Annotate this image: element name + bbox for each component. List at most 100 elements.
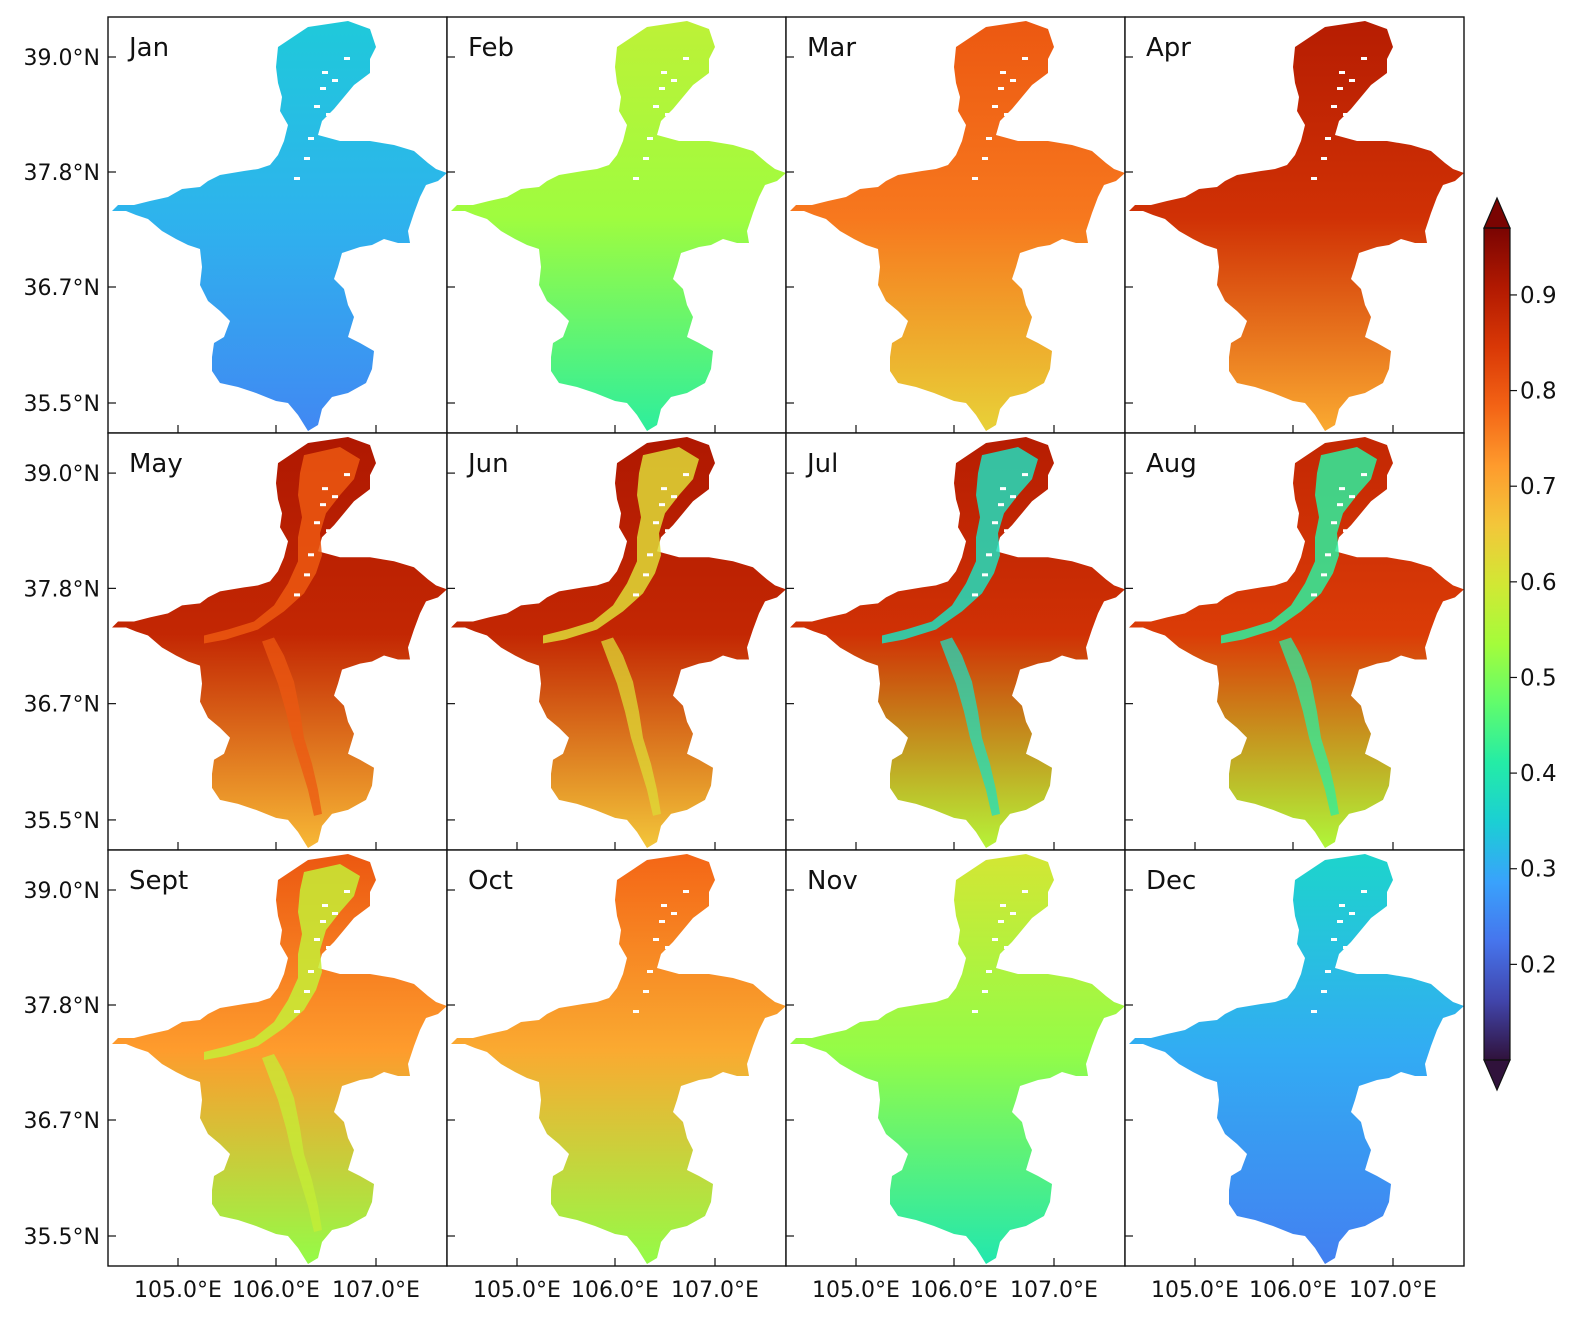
nodata-speck: [1337, 503, 1343, 507]
nodata-speck: [1353, 127, 1359, 130]
nodata-speck: [998, 503, 1004, 507]
nodata-speck: [671, 79, 677, 82]
lon-tick-label: 105.0°E: [134, 1278, 222, 1303]
colorbar-tick-label: 0.8: [1520, 379, 1557, 405]
nodata-speck: [1353, 543, 1359, 547]
nodata-speck: [320, 87, 326, 90]
nodata-speck: [1311, 177, 1317, 180]
nodata-speck: [653, 521, 659, 525]
nodata-speck: [1022, 57, 1028, 60]
region-raster: [451, 21, 786, 431]
nodata-speck: [1349, 495, 1355, 499]
nodata-speck: [336, 543, 342, 547]
lon-tick-label: 106.0°E: [910, 1278, 998, 1303]
irrigated-valley: [543, 447, 699, 644]
nodata-speck: [332, 495, 338, 499]
river-corridor: [1279, 637, 1339, 816]
month-label-sept: Sept: [129, 866, 188, 896]
map-panel-sept: Sept: [107, 849, 448, 1267]
irrigated-valley: [204, 864, 360, 1060]
colorbar-tick-label: 0.7: [1520, 474, 1557, 500]
nodata-speck: [332, 912, 338, 915]
nodata-speck: [683, 890, 689, 893]
lat-tick-label: 35.5°N: [24, 809, 100, 834]
nodata-speck: [322, 71, 328, 74]
map-panel-nov: Nov: [785, 849, 1126, 1267]
river-corridor: [601, 637, 661, 816]
colorbar-tick-label: 0.5: [1520, 665, 1557, 691]
river-corridor: [262, 1054, 322, 1232]
colorbar-gradient: [1484, 228, 1510, 1060]
nodata-speck: [1325, 970, 1331, 973]
lon-tick-label: 107.0°E: [1010, 1278, 1098, 1303]
nodata-speck: [986, 137, 992, 140]
nodata-speck: [336, 960, 342, 963]
nodata-speck: [661, 904, 667, 907]
nodata-speck: [1353, 960, 1359, 963]
nodata-speck: [1321, 990, 1327, 993]
lon-tick-label: 106.0°E: [571, 1278, 659, 1303]
map-panel-aug: Aug: [1124, 432, 1465, 851]
nodata-speck: [1311, 1010, 1317, 1013]
colorbar-border: [1483, 227, 1511, 1061]
irrigated-valley: [1221, 447, 1377, 644]
nodata-speck: [683, 57, 689, 60]
nodata-speck: [671, 495, 677, 499]
lon-tick-label: 105.0°E: [473, 1278, 561, 1303]
nodata-speck: [326, 946, 332, 949]
map-panel-apr: Apr: [1124, 16, 1465, 434]
nodata-speck: [1321, 157, 1327, 160]
nodata-speck: [1361, 57, 1367, 60]
nodata-speck: [986, 970, 992, 973]
month-label-jun: Jun: [466, 449, 509, 479]
nodata-speck: [344, 473, 350, 477]
map-panel-oct: Oct: [446, 849, 787, 1267]
map-panel-dec: Dec: [1124, 849, 1465, 1267]
nodata-speck: [1004, 529, 1010, 533]
lat-tick-label: 37.8°N: [24, 161, 100, 186]
nodata-speck: [647, 970, 653, 973]
nodata-speck: [1339, 487, 1345, 491]
nodata-speck: [1022, 473, 1028, 477]
lon-tick-label: 105.0°E: [812, 1278, 900, 1303]
river-corridor: [940, 637, 1000, 816]
nodata-speck: [665, 529, 671, 533]
nodata-speck: [1331, 105, 1337, 108]
nodata-speck: [1000, 904, 1006, 907]
nodata-speck: [643, 990, 649, 993]
nodata-speck: [972, 177, 978, 180]
map-panels: Jan Feb Mar Apr May Jun Jul Aug Sept Oct Nov Dec: [107, 16, 1465, 1267]
region-raster: [112, 854, 447, 1264]
nodata-speck: [1337, 920, 1343, 923]
lat-tick-label: 39.0°N: [24, 46, 100, 71]
lon-tick-label: 106.0°E: [232, 1278, 320, 1303]
month-label-dec: Dec: [1146, 866, 1196, 896]
lat-tick-label: 37.8°N: [24, 994, 100, 1019]
nodata-speck: [1343, 529, 1349, 533]
nodata-speck: [1022, 890, 1028, 893]
nodata-speck: [294, 177, 300, 180]
month-label-mar: Mar: [807, 33, 856, 63]
nodata-speck: [659, 920, 665, 923]
nodata-speck: [336, 127, 342, 130]
nodata-speck: [1349, 79, 1355, 82]
lat-tick-label: 39.0°N: [24, 879, 100, 904]
nodata-speck: [647, 553, 653, 557]
region-raster: [1129, 437, 1464, 848]
region-raster: [1129, 21, 1464, 431]
irrigated-valley: [204, 447, 360, 644]
region-raster: [451, 437, 786, 848]
nodata-speck: [1014, 543, 1020, 547]
colorbar-tick-label: 0.6: [1520, 570, 1557, 596]
nodata-speck: [304, 573, 310, 577]
month-label-oct: Oct: [468, 866, 513, 896]
month-label-jan: Jan: [127, 33, 169, 63]
nodata-speck: [633, 177, 639, 180]
nodata-speck: [1010, 495, 1016, 499]
region-raster: [1129, 854, 1464, 1264]
nodata-speck: [675, 543, 681, 547]
nodata-speck: [1343, 113, 1349, 116]
month-label-jul: Jul: [805, 449, 838, 479]
map-panel-jan: Jan: [107, 16, 448, 434]
nodata-speck: [1010, 79, 1016, 82]
